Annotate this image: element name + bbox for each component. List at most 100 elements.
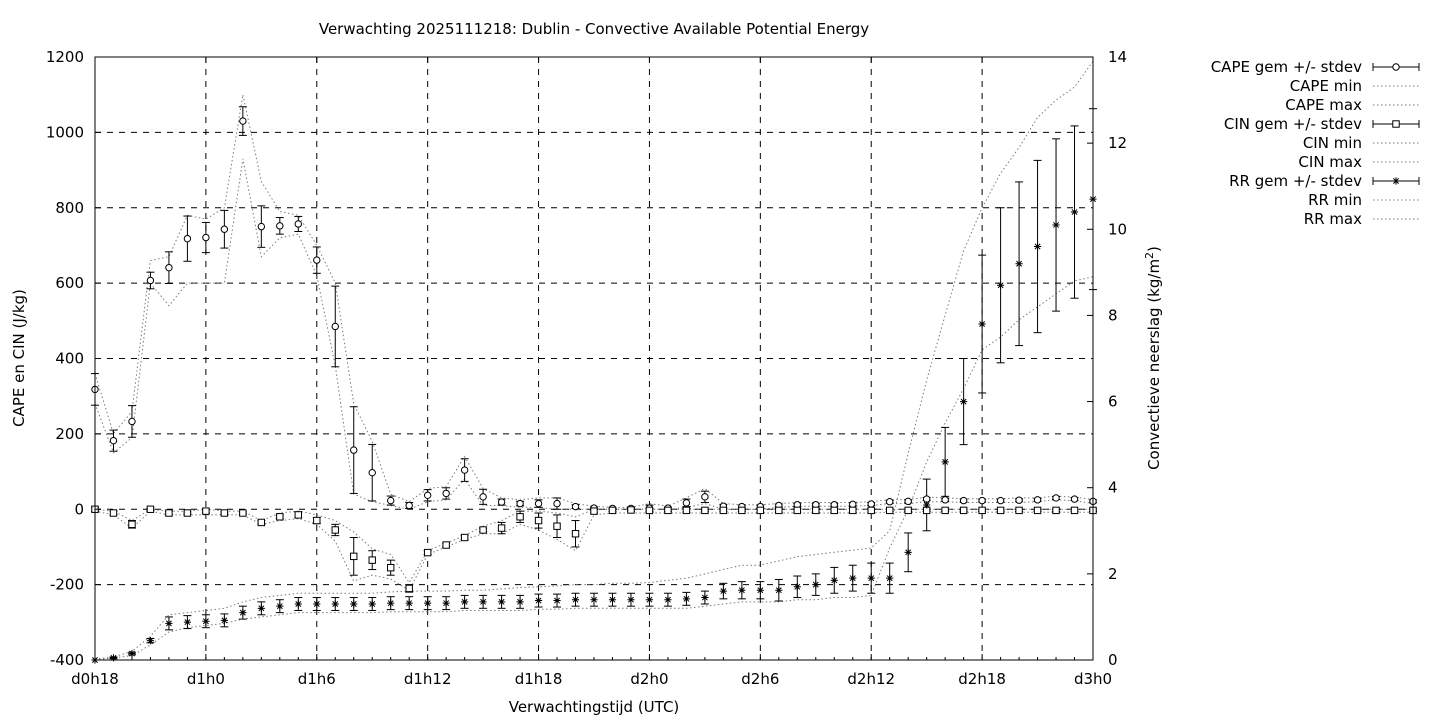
data-point [571,502,580,511]
x-tick-label: d1h18 [515,670,563,688]
data-point [775,506,783,515]
y-tick-label: 1000 [46,123,84,141]
data-point [756,586,764,594]
markers [91,117,1097,664]
data-point [830,576,838,584]
data-point [387,563,395,572]
data-point [257,518,266,527]
data-point [867,500,875,508]
data-point [571,596,580,604]
data-point [497,524,506,532]
data-point [534,516,543,525]
data-point [682,506,691,515]
data-point [165,509,173,517]
legend-label: CAPE max [1285,96,1362,114]
data-point [996,496,1005,505]
y-tick-label: 0 [74,500,84,518]
data-point [128,520,136,529]
data-point [904,497,912,506]
data-point [701,593,709,602]
data-point [719,506,728,515]
data-point [904,506,912,515]
data-point [608,506,617,515]
data-point [960,397,968,406]
legend-label: CAPE gem +/- stdev [1211,58,1362,76]
data-point [460,533,469,542]
y2-tick-label: 12 [1108,134,1127,152]
data-point [239,117,247,125]
y-axis-title: CAPE en CIN (J/kg) [10,289,28,427]
legend-marker [1392,177,1400,185]
data-point [294,220,302,228]
y2-tick-label: 0 [1108,651,1118,669]
data-point [405,599,413,607]
error-bars [91,106,1097,660]
data-point [479,526,487,534]
data-point [959,506,968,515]
data-point [257,222,266,231]
data-point [959,496,968,505]
x-tick-label: d0h18 [71,670,119,688]
data-point [387,496,395,505]
y-tick-label: 1200 [46,48,84,66]
data-point [719,587,727,595]
data-point [368,468,376,477]
data-point [996,281,1005,289]
data-point [904,548,912,556]
legend-label: RR min [1308,191,1362,209]
data-point [590,507,598,515]
x-tick-label: d2h18 [958,670,1006,688]
data-point [1015,506,1023,515]
data-point [886,506,894,515]
x-tick-label: d2h6 [741,670,779,688]
data-point [1033,496,1042,504]
data-point [313,516,321,525]
data-point [183,509,192,517]
data-point [405,501,413,510]
data-point [220,616,228,624]
data-point [146,505,155,513]
y2-tick-label: 14 [1108,48,1127,66]
legend-marker [1392,120,1400,128]
y2-axis-ticks: 0 2 4 6 8 10 12 14 [1087,48,1127,669]
data-point [738,506,746,515]
data-point [516,499,524,508]
data-point [534,596,543,605]
data-point [793,583,801,591]
data-point [682,595,691,603]
data-point [590,596,598,604]
data-point [183,618,192,626]
data-point [368,556,376,564]
x-axis-ticks: d0h18 d1h0 d1h6 d1h12 d1h18 d2h0 d2h6 d2h12 d2h1… [71,57,1112,688]
data-point [239,609,247,617]
data-point [941,506,949,515]
data-point [775,586,783,594]
legend-label: CIN max [1298,153,1362,171]
data-point [793,506,801,515]
data-point [294,511,302,519]
x-tick-label: d1h12 [404,670,452,688]
data-point [941,458,949,466]
y-tick-label: 200 [55,425,84,443]
data-point [830,506,838,515]
data-point [978,506,986,515]
data-point [202,233,210,242]
series-line [94,61,1094,660]
data-point [460,466,469,474]
data-point [350,446,358,454]
data-point [627,506,635,514]
data-point [1070,506,1079,515]
legend-label: RR gem +/- stdev [1229,172,1362,190]
data-point [294,600,302,608]
data-point [553,499,561,508]
data-point [331,526,339,534]
data-point [553,522,561,530]
data-point [1052,494,1060,502]
y-axis-ticks: -400 -200 0 200 400 600 800 1000 1200 [46,48,101,669]
legend-label: CAPE min [1290,77,1362,95]
x-tick-label: d2h0 [630,670,668,688]
y2-tick-label: 10 [1108,220,1127,238]
y-tick-label: 600 [55,274,84,292]
data-point [423,491,432,500]
